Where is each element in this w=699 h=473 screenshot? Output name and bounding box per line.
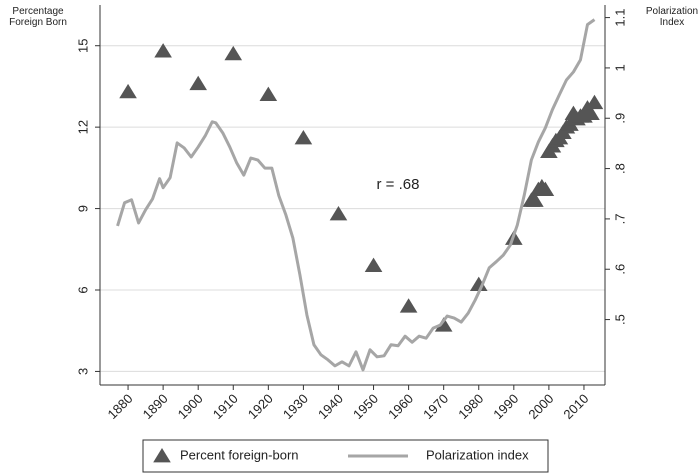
y2-tick-label: 1 — [612, 64, 627, 71]
y2-tick-label: .8 — [612, 163, 627, 174]
triangle-marker — [469, 276, 488, 291]
y-axis-title: Percentage Foreign Born — [9, 6, 67, 28]
y-tick-label: 6 — [75, 286, 90, 293]
x-tick-label: 1880 — [105, 391, 136, 422]
legend-box — [142, 439, 549, 473]
x-tick-label: 1980 — [455, 391, 486, 422]
y-tick-label: 3 — [75, 368, 90, 375]
annotation: r = .68 — [377, 176, 420, 193]
triangle-marker — [585, 94, 604, 110]
triangle-marker — [189, 75, 207, 91]
y2-tick-label: .5 — [612, 314, 627, 325]
x-tick-label: 2000 — [525, 391, 556, 422]
triangle-marker — [119, 83, 137, 99]
y2-tick-label: .7 — [612, 213, 627, 224]
x-tick-label: 1940 — [315, 391, 346, 422]
triangle-marker — [154, 43, 172, 58]
triangle-marker — [434, 317, 453, 332]
y-tick-label: 9 — [75, 205, 90, 212]
x-tick-label: 2010 — [560, 391, 591, 422]
y2-tick-label: .9 — [612, 113, 627, 124]
x-tick-label: 1920 — [245, 391, 276, 422]
x-tick-label: 1930 — [280, 391, 311, 422]
legend-label: Polarization index — [426, 447, 529, 462]
triangle-marker — [294, 130, 313, 145]
x-tick-label: 1960 — [385, 391, 416, 422]
triangle-marker — [224, 45, 243, 61]
triangle-marker — [259, 86, 278, 101]
y2-axis-title: Polarization Index — [646, 6, 698, 28]
triangle-marker — [536, 181, 555, 196]
triangle-marker — [399, 298, 418, 313]
legend-label: Percent foreign-born — [180, 447, 299, 462]
x-tick-label: 1950 — [350, 391, 381, 422]
y-tick-label: 15 — [75, 38, 90, 52]
triangle-marker — [364, 257, 383, 272]
x-tick-label: 1890 — [140, 391, 171, 422]
x-tick-label: 1910 — [210, 391, 241, 422]
x-tick-label: 1900 — [175, 391, 206, 422]
x-tick-label: 1970 — [420, 391, 451, 422]
x-tick-label: 1990 — [490, 391, 521, 422]
polarization-line — [116, 18, 596, 372]
legend-symbol — [153, 448, 171, 463]
y-tick-label: 12 — [75, 120, 90, 134]
y2-tick-label: 1.1 — [612, 9, 627, 27]
y2-tick-label: .6 — [612, 264, 627, 275]
triangle-marker — [329, 206, 348, 221]
triangle-marker — [582, 105, 600, 120]
triangle-marker — [526, 192, 544, 207]
